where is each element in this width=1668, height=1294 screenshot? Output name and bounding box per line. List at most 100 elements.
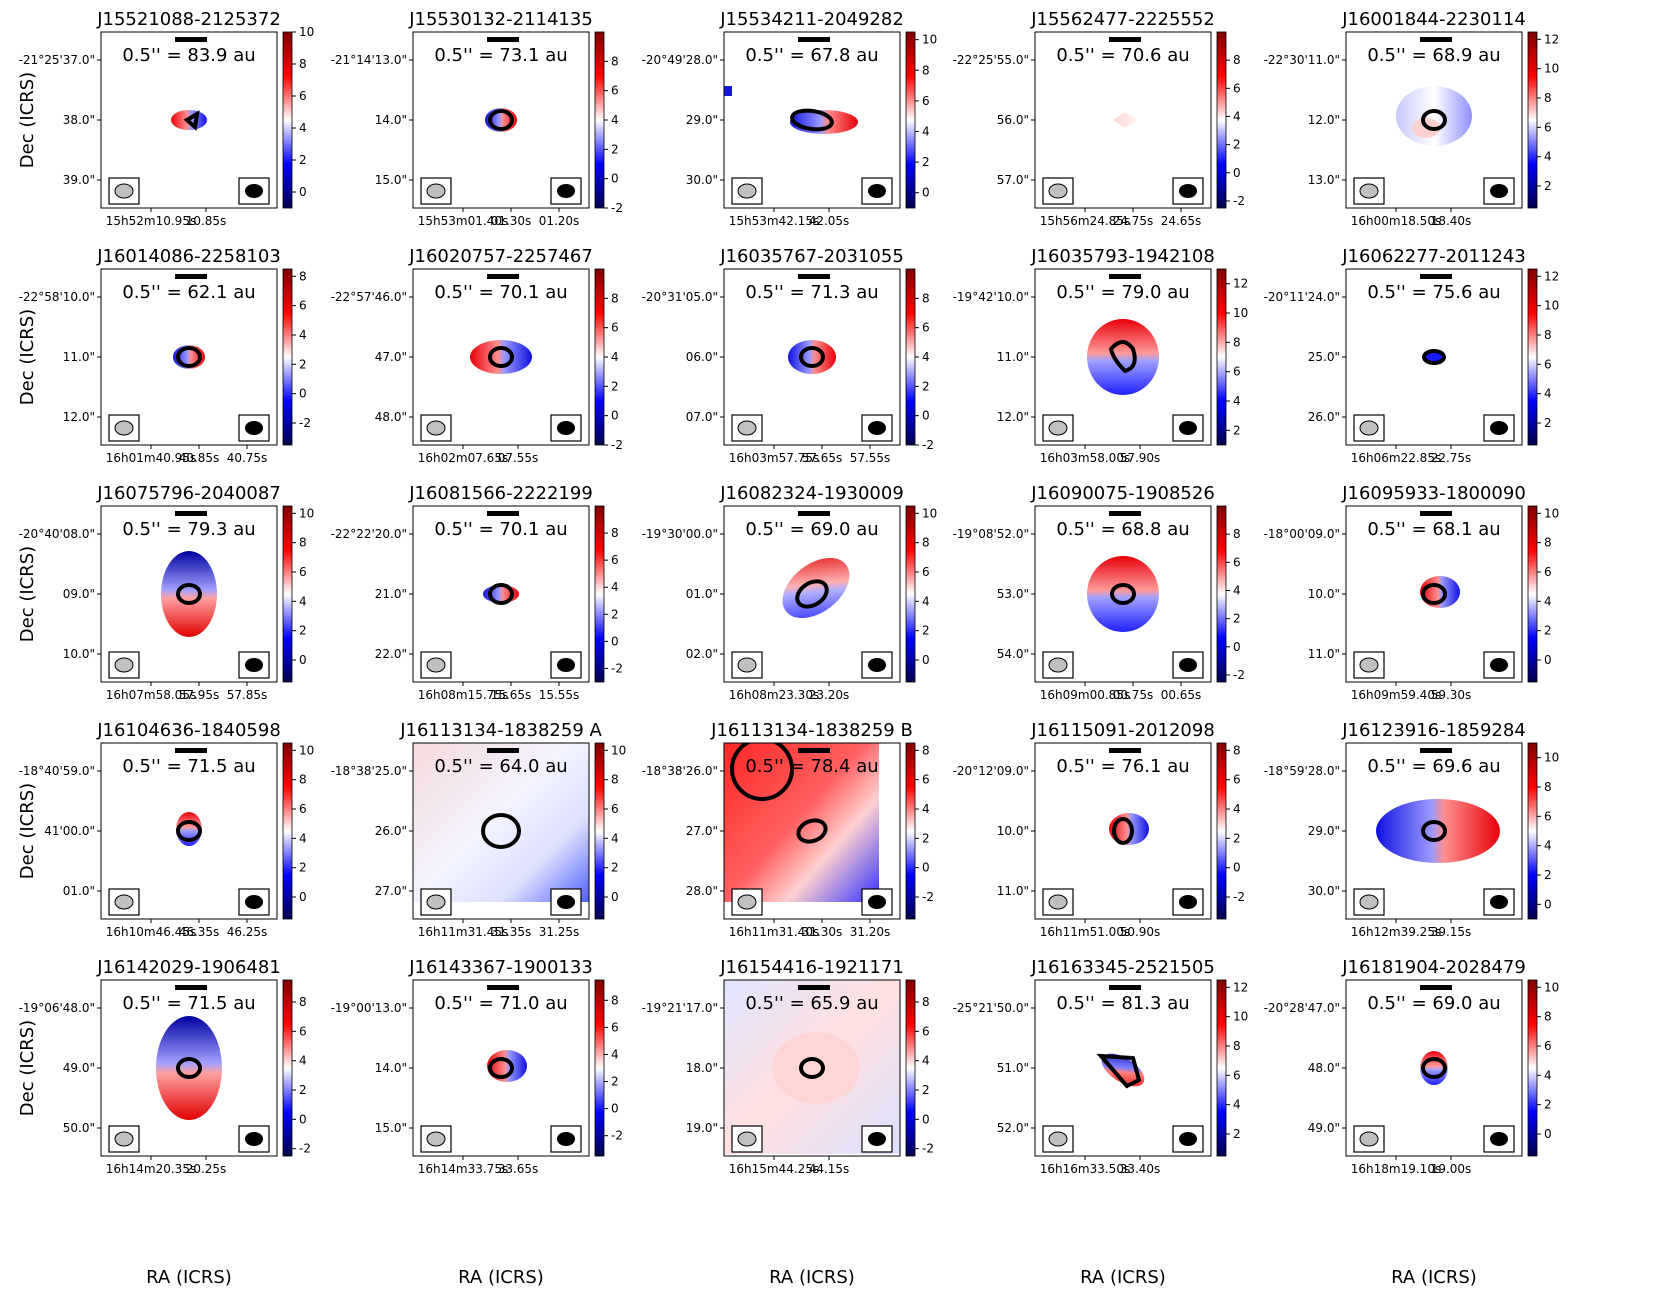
dec-tick-label: 47.0"	[375, 350, 407, 364]
scale-bar	[1109, 985, 1141, 990]
colorbar-tick-label: 8	[1233, 335, 1241, 349]
colorbar	[1216, 742, 1227, 920]
colorbar-tick-label: -2	[922, 1142, 934, 1156]
map-area	[485, 108, 517, 132]
map-area	[470, 340, 532, 374]
continuum-contour	[1110, 583, 1136, 605]
beam-box-continuum	[238, 414, 270, 442]
dec-tick-label: 56.0"	[997, 113, 1029, 127]
beam-ellipse	[868, 895, 886, 909]
colorbar	[282, 979, 293, 1157]
map-area	[1109, 813, 1149, 845]
colorbar-tick-label: 2	[299, 1083, 307, 1097]
scale-label: 0.5'' = 71.5 au	[122, 993, 255, 1014]
beam-ellipse	[426, 894, 446, 910]
colorbar-tick-label: 8	[1544, 1010, 1552, 1024]
dec-tick-label: 41'00.0"	[44, 824, 95, 838]
beam-ellipse	[1179, 658, 1197, 672]
dec-tick-label: -19°30'00.0"	[642, 527, 718, 541]
map-area	[1087, 319, 1159, 395]
colorbar-tick-label: -2	[299, 416, 311, 430]
panel-title: J16090075-1908526	[1030, 483, 1215, 504]
beam-box-continuum	[861, 414, 893, 442]
dec-tick-label: 21.0"	[375, 587, 407, 601]
colorbar-tick-label: 6	[1544, 809, 1552, 823]
beam-ellipse	[1359, 894, 1379, 910]
ra-tick-label: 59.30s	[1431, 688, 1472, 702]
colorbar-tick-label: -2	[1233, 890, 1245, 904]
panel-title: J16035767-2031055	[719, 246, 904, 267]
map-area	[173, 345, 205, 369]
scale-bar	[487, 37, 519, 42]
map-area	[1087, 556, 1159, 632]
colorbar-tick-label: 10	[1544, 299, 1559, 313]
dec-tick-label: -20°31'05.0"	[642, 290, 718, 304]
colorbar-tick-label: 6	[1233, 773, 1241, 787]
colorbar-tick-label: 4	[611, 113, 619, 127]
dec-tick-label: 01.0"	[686, 587, 718, 601]
dec-tick-label: 30.0"	[1308, 884, 1340, 898]
colorbar-tick-label: 8	[1544, 91, 1552, 105]
y-axis-label: Dec (ICRS)	[17, 309, 38, 405]
colorbar-tick-label: 8	[1544, 328, 1552, 342]
colorbar-tick-label: 6	[611, 1020, 619, 1034]
dec-tick-label: -19°00'13.0"	[331, 1001, 407, 1015]
colorbar-tick-label: 8	[1233, 1039, 1241, 1053]
y-axis-label: Dec (ICRS)	[17, 1020, 38, 1116]
ra-tick-label: 22.75s	[1431, 451, 1472, 465]
ra-tick-label: 16h03m58.00s	[1040, 451, 1130, 465]
ra-tick-label: 16h10m46.45s	[106, 925, 196, 939]
colorbar-tick-label: 2	[922, 155, 930, 169]
colorbar	[282, 268, 293, 446]
colorbar-tick-label: 4	[299, 831, 307, 845]
colorbar-tick-label: 6	[1544, 1039, 1552, 1053]
scale-bar	[1109, 748, 1141, 753]
continuum-contour	[1421, 583, 1447, 605]
emission-map	[161, 551, 217, 637]
colorbar-tick-label: 10	[1544, 62, 1559, 76]
dec-tick-label: 38.0"	[63, 113, 95, 127]
panel: J16163345-2521505 0.5'' = 81.3 au 2 4 6 8 10 12…	[953, 957, 1249, 1176]
ra-tick-label: 16h09m59.40s	[1351, 688, 1441, 702]
dec-tick-label: 11.0"	[1308, 647, 1340, 661]
scale-label: 0.5'' = 78.4 au	[745, 756, 878, 777]
colorbar	[594, 505, 605, 683]
dec-tick-label: 11.0"	[997, 884, 1029, 898]
colorbar	[1216, 505, 1227, 683]
beam-ellipse	[245, 184, 263, 198]
beam-box-gas	[731, 177, 763, 205]
panel-title: J16113134-1838259 B	[710, 720, 913, 741]
beam-ellipse	[426, 657, 446, 673]
colorbar	[905, 31, 916, 209]
emission-map	[772, 1032, 860, 1104]
colorbar-tick-label: 12	[1544, 269, 1559, 283]
beam-box-gas	[108, 651, 140, 679]
ra-tick-label: 16h07m58.05s	[106, 688, 196, 702]
panel: J16035793-1942108 0.5'' = 79.0 au 2 4 6 8 10 12…	[953, 246, 1249, 465]
colorbar	[1216, 268, 1227, 446]
colorbar-tick-label: 2	[1233, 831, 1241, 845]
colorbar-tick-label: 6	[611, 553, 619, 567]
panel: J16081566-2222199 0.5'' = 70.1 au -2 0 2 4 6 8 -…	[331, 483, 623, 702]
beam-ellipse	[426, 183, 446, 199]
ra-tick-label: 57.85s	[227, 688, 268, 702]
x-axis-label: RA (ICRS)	[146, 1267, 232, 1288]
scale-bar	[487, 985, 519, 990]
scale-bar	[175, 274, 207, 279]
dec-tick-label: -22°57'46.0"	[331, 290, 407, 304]
panel-title: J16115091-2012098	[1030, 720, 1215, 741]
scale-bar	[798, 985, 830, 990]
continuum-contour	[1421, 820, 1447, 842]
dec-tick-label: 10.0"	[1308, 587, 1340, 601]
colorbar-tick-label: 6	[1233, 365, 1241, 379]
ra-tick-label: 07.55s	[498, 451, 539, 465]
colorbar-tick-label: 2	[299, 357, 307, 371]
colorbar-tick-label: 2	[1233, 1127, 1241, 1141]
continuum-contour	[795, 579, 829, 609]
beam-ellipse	[737, 183, 757, 199]
continuum-contour	[481, 813, 521, 849]
dec-tick-label: 22.0"	[375, 647, 407, 661]
colorbar-tick-label: -2	[922, 438, 934, 452]
colorbar-tick-label: 10	[299, 743, 314, 757]
dec-tick-label: -20°49'28.0"	[642, 53, 718, 67]
